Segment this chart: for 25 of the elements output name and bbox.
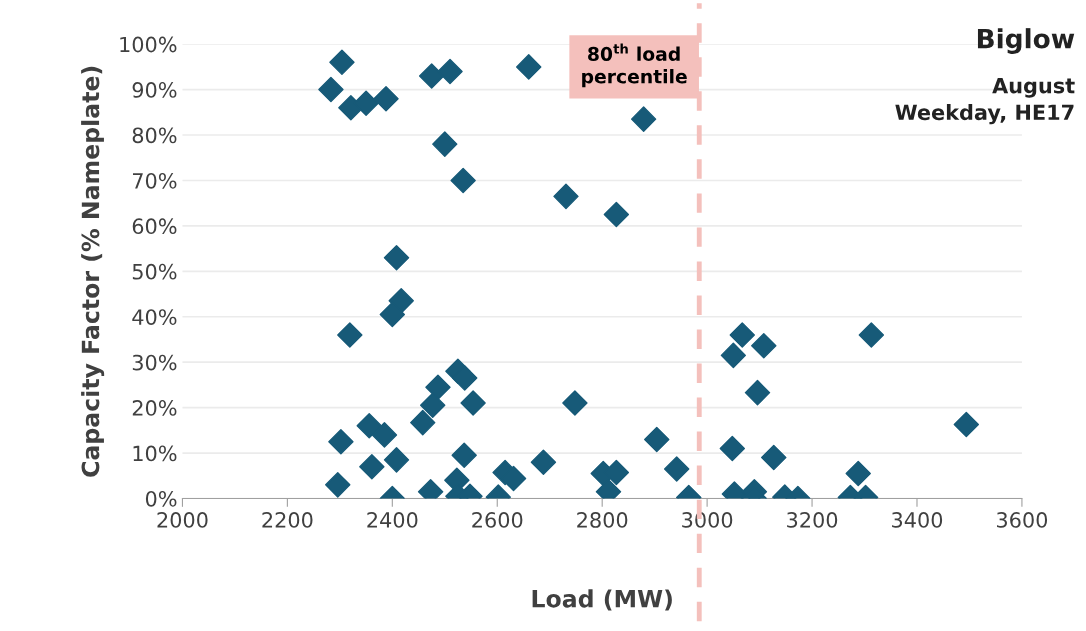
x-tick-label: 3400 bbox=[892, 512, 943, 528]
y-tick-label: 100% bbox=[120, 36, 177, 53]
x-tick-label: 3000 bbox=[682, 512, 733, 528]
y-tick-label: 30% bbox=[132, 354, 177, 371]
chart-title: Biglow bbox=[977, 28, 1075, 54]
x-tick-label: 2200 bbox=[262, 512, 313, 528]
x-tick-label: 2000 bbox=[157, 512, 208, 528]
text: August Weekday, HE17 bbox=[895, 78, 1075, 125]
x-tick-label: 2600 bbox=[472, 512, 523, 528]
y-tick-label: 50% bbox=[132, 263, 177, 280]
x-tick-label: 3200 bbox=[787, 512, 838, 528]
y-tick-label: 80% bbox=[132, 127, 177, 144]
x-tick-label: 2400 bbox=[367, 512, 418, 528]
x-tick-label: 3600 bbox=[997, 512, 1048, 528]
y-tick-label: 20% bbox=[132, 400, 177, 416]
x-tick-label: 2800 bbox=[577, 512, 628, 528]
y-tick-label: 60% bbox=[132, 218, 177, 235]
y-tick-label: 0% bbox=[145, 490, 177, 507]
y-tick-label: 10% bbox=[133, 445, 177, 462]
y-tick-label: 90% bbox=[132, 82, 177, 98]
y-axis-title: Capacity Factor (% Nameplate) bbox=[81, 66, 105, 477]
y-tick-label: 40% bbox=[132, 309, 177, 325]
ref-line-label: 80$^{th}$ load percentile bbox=[582, 43, 687, 88]
x-axis-title: Load (MW) bbox=[532, 589, 672, 611]
y-tick-label: 70% bbox=[132, 172, 177, 189]
